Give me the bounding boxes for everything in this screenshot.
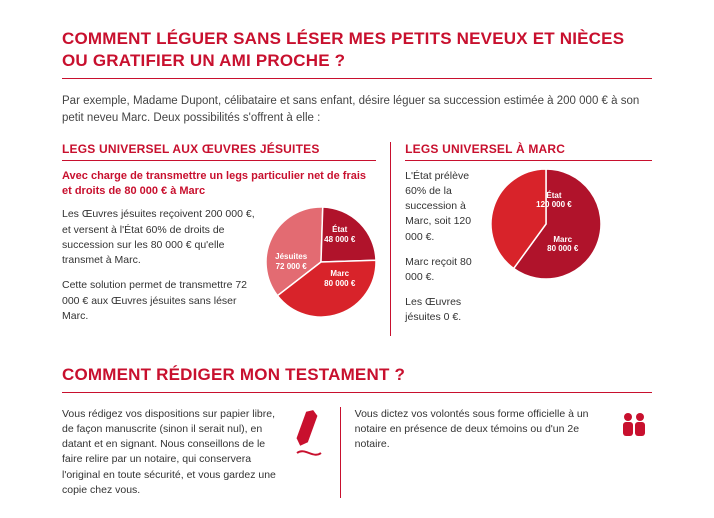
option-marc-heading: LEGS UNIVERSEL À MARC <box>405 142 652 156</box>
section1-title: COMMENT LÉGUER SANS LÉSER MES PETITS NEV… <box>62 28 652 72</box>
testament-columns: Vous rédigez vos dispositions sur papier… <box>62 407 652 498</box>
option-jesuites-body: Les Œuvres jésuites reçoivent 200 000 €,… <box>62 207 376 334</box>
divider <box>62 392 652 393</box>
people-icon <box>616 407 652 498</box>
divider <box>405 160 652 161</box>
para: Marc reçoit 80 000 €. <box>405 255 483 285</box>
pie-slice-label: État120 000 € <box>536 191 572 209</box>
pie-chart-jesuites: Jésuites72 000 € État48 000 € Marc80 000 € <box>266 207 376 317</box>
testament-handwritten-text: Vous rédigez vos dispositions sur papier… <box>62 407 280 498</box>
testament-option-notary: Vous dictez vos volontés sous forme offi… <box>340 407 652 498</box>
section2-title: COMMENT RÉDIGER MON TESTAMENT ? <box>62 364 652 386</box>
testament-notary-text: Vous dictez vos volontés sous forme offi… <box>355 407 606 498</box>
testament-option-handwritten: Vous rédigez vos dispositions sur papier… <box>62 407 340 498</box>
option-jesuites-heading: LEGS UNIVERSEL AUX ŒUVRES JÉSUITES <box>62 142 376 156</box>
option-marc: LEGS UNIVERSEL À MARC L'État prélève 60%… <box>390 142 652 336</box>
para: Les Œuvres jésuites reçoivent 200 000 €,… <box>62 207 258 268</box>
para: Cette solution permet de transmettre 72 … <box>62 278 258 324</box>
option-jesuites: LEGS UNIVERSEL AUX ŒUVRES JÉSUITES Avec … <box>62 142 390 336</box>
options-columns: LEGS UNIVERSEL AUX ŒUVRES JÉSUITES Avec … <box>62 142 652 336</box>
pie-slice-label: État48 000 € <box>324 225 355 243</box>
divider <box>62 160 376 161</box>
pie-slice-label: Marc80 000 € <box>547 235 578 253</box>
pie-slice-label: Marc80 000 € <box>324 269 355 287</box>
option-marc-body: L'État prélève 60% de la succession à Ma… <box>405 169 652 336</box>
pie-slice-label: Jésuites72 000 € <box>275 252 307 270</box>
para: Les Œuvres jésuites 0 €. <box>405 295 483 325</box>
option-jesuites-subheading: Avec charge de transmettre un legs parti… <box>62 169 376 200</box>
divider <box>62 78 652 79</box>
section1-intro: Par exemple, Madame Dupont, célibataire … <box>62 93 652 128</box>
option-marc-text: L'État prélève 60% de la succession à Ma… <box>405 169 483 336</box>
page: COMMENT LÉGUER SANS LÉSER MES PETITS NEV… <box>0 0 714 518</box>
pen-icon <box>290 407 326 498</box>
para: L'État prélève 60% de la succession à Ma… <box>405 169 483 245</box>
pie-chart-marc: État120 000 € Marc80 000 € <box>491 169 601 279</box>
option-jesuites-text: Les Œuvres jésuites reçoivent 200 000 €,… <box>62 207 258 334</box>
